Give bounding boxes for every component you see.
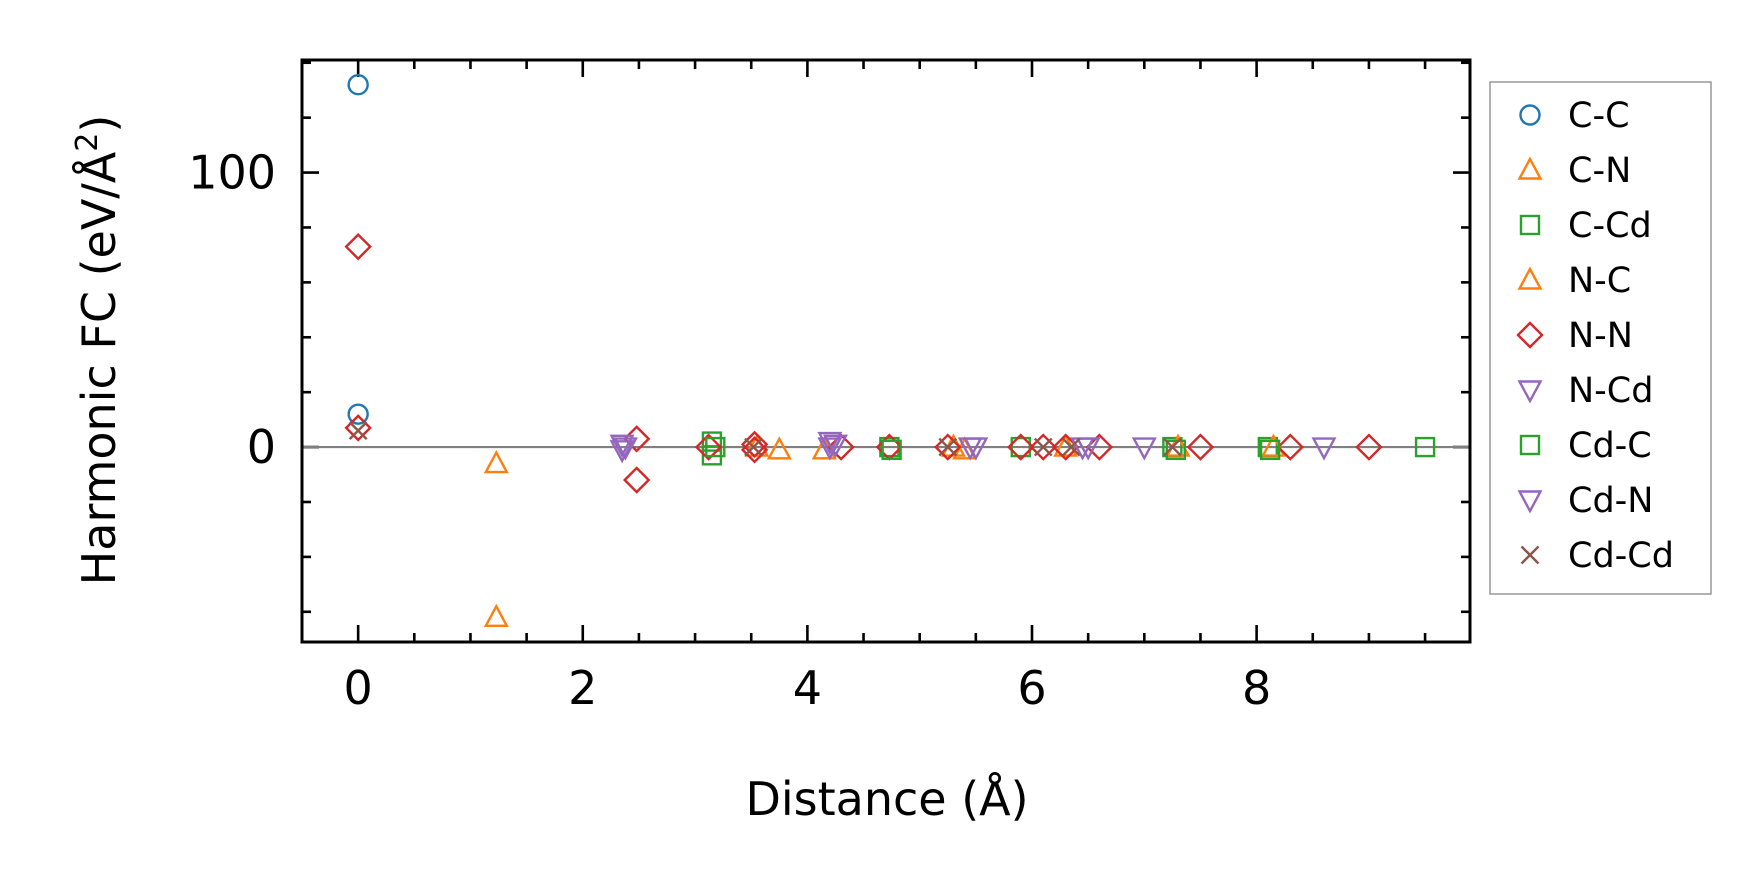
x-axis-label: Distance (Å) — [745, 772, 1028, 826]
point-cd-n — [822, 434, 848, 458]
point-n-n — [1007, 433, 1035, 461]
plot-frame — [300, 58, 1472, 644]
legend-item-c-c: C-C — [1519, 96, 1630, 136]
point-cd-cd — [1033, 437, 1053, 457]
point-c-cd — [879, 436, 900, 458]
point-cd-c — [705, 436, 726, 458]
series-cd-n — [612, 434, 1101, 461]
legend-marker-cd-c — [1519, 434, 1541, 456]
ticks-layer: 0 2 4 6 8 0 100 — [188, 60, 1470, 715]
points-layer — [344, 74, 1436, 627]
legend-label: Cd-C — [1568, 426, 1652, 466]
point-n-cd — [817, 431, 843, 456]
x-tick-label: 2 — [568, 661, 597, 715]
point-c-n — [483, 450, 509, 474]
legend-marker-c-c — [1519, 104, 1541, 126]
legend-item-n-n: N-N — [1516, 316, 1633, 356]
x-tick-label: 8 — [1242, 661, 1271, 715]
legend-label: Cd-N — [1568, 481, 1653, 521]
legend-marker-cd-n — [1517, 490, 1543, 514]
point-n-cd — [609, 440, 635, 464]
point-c-c — [347, 403, 369, 425]
legend-item-n-cd: N-Cd — [1517, 371, 1653, 411]
point-n-cd — [1311, 437, 1337, 461]
point-c-n — [766, 436, 792, 460]
legend-item-cd-cd: Cd-Cd — [1520, 536, 1674, 576]
point-c-c — [347, 74, 369, 96]
legend-item-cd-c: Cd-C — [1519, 426, 1652, 466]
series-n-cd — [609, 431, 1337, 464]
legend-item-cd-n: Cd-N — [1517, 481, 1653, 521]
point-cd-c — [1259, 439, 1281, 461]
x-tick-label: 0 — [344, 661, 373, 715]
series-n-n — [344, 232, 1383, 494]
legend-marker-c-n — [1517, 156, 1543, 180]
point-n-n — [1186, 433, 1215, 461]
x-tick-label: 6 — [1017, 661, 1046, 715]
legend-label: N-Cd — [1568, 371, 1653, 411]
point-n-n — [1029, 433, 1057, 461]
point-cd-cd — [348, 421, 368, 440]
x-tick-label: 4 — [793, 661, 822, 715]
point-cd-cd — [1163, 437, 1182, 457]
legend-label: C-Cd — [1568, 206, 1652, 246]
legend-marker-n-n — [1516, 321, 1544, 349]
legend-label: C-N — [1568, 151, 1631, 191]
point-n-cd — [817, 437, 843, 461]
legend-label: C-C — [1568, 96, 1630, 136]
legend: C-C C-N C-Cd N-C N-N N-Cd Cd-C Cd-N Cd-Cd — [1489, 81, 1712, 595]
legend-marker-c-cd — [1519, 214, 1541, 236]
point-n-n — [694, 433, 723, 461]
legend-marker-cd-cd — [1520, 545, 1540, 565]
point-cd-c — [1165, 439, 1186, 461]
legend-marker-n-cd — [1517, 380, 1543, 404]
point-n-n — [827, 433, 855, 461]
point-cd-cd — [744, 437, 763, 457]
point-n-n — [1276, 433, 1305, 461]
legend-item-c-cd: C-Cd — [1519, 206, 1652, 246]
point-n-n — [1355, 433, 1383, 461]
series-c-c — [347, 74, 369, 425]
y-axis-label: Harmonic FC (eV/Å2) — [70, 115, 126, 586]
y-tick-label: 100 — [188, 146, 276, 200]
point-cd-n — [1075, 437, 1101, 461]
point-cd-c — [881, 439, 902, 461]
point-cd-cd — [1061, 437, 1081, 457]
point-c-cd — [1414, 436, 1436, 458]
point-n-cd — [1131, 437, 1157, 461]
series-cd-c — [705, 436, 1281, 461]
series-cd-cd — [348, 421, 1182, 457]
legend-label: N-N — [1568, 316, 1633, 356]
point-n-n — [622, 466, 651, 494]
y-tick-label: 0 — [247, 420, 276, 474]
point-cd-n — [963, 437, 989, 461]
point-n-n — [344, 232, 372, 261]
point-c-n — [483, 603, 509, 627]
point-n-cd — [609, 434, 635, 458]
point-cd-cd — [938, 437, 958, 457]
point-n-n — [740, 436, 769, 464]
legend-marker-n-c — [1517, 266, 1543, 290]
legend-items: C-C C-N C-Cd N-C N-N N-Cd Cd-C Cd-N Cd-Cd — [1516, 96, 1674, 576]
legend-label: Cd-Cd — [1568, 536, 1674, 576]
legend-item-c-n: C-N — [1517, 151, 1631, 191]
point-n-n — [934, 433, 962, 461]
legend-label: N-C — [1568, 261, 1631, 301]
legend-item-n-c: N-C — [1517, 261, 1631, 301]
point-cd-n — [612, 437, 638, 461]
series-c-n — [483, 436, 792, 627]
